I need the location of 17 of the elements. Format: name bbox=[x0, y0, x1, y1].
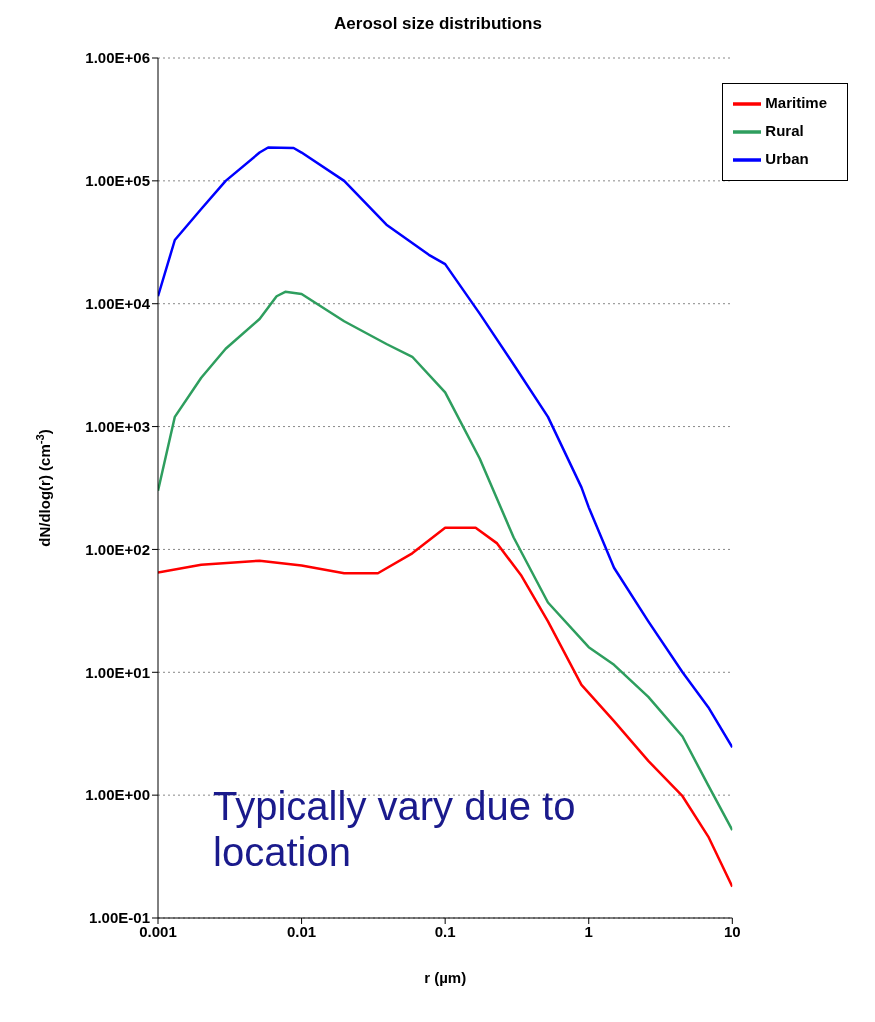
x-axis-title: r (µm) bbox=[424, 969, 467, 986]
y-tick-label: 1.00E+05 bbox=[85, 172, 150, 190]
y-tick-label: 1.00E+01 bbox=[85, 663, 150, 681]
legend-label: Rural bbox=[765, 121, 804, 139]
y-tick-label: 1.00E+00 bbox=[85, 786, 150, 804]
annotation: Typically vary due to location bbox=[213, 783, 577, 875]
y-tick-label: 1.00E+04 bbox=[85, 295, 151, 313]
x-tick-label: 10 bbox=[723, 922, 741, 940]
x-tick-label: 0.1 bbox=[434, 922, 456, 940]
legend-label: Maritime bbox=[765, 93, 827, 111]
y-tick-label: 1.00E+03 bbox=[85, 417, 150, 435]
chart-title: Aerosol size distributions bbox=[333, 14, 543, 34]
y-tick-label: 1.00E+06 bbox=[85, 49, 150, 67]
x-tick-label: 0.01 bbox=[286, 922, 317, 940]
legend-label: Urban bbox=[765, 149, 809, 167]
x-tick-label: 1 bbox=[584, 922, 593, 940]
y-tick-label: 1.00E+02 bbox=[85, 540, 150, 558]
